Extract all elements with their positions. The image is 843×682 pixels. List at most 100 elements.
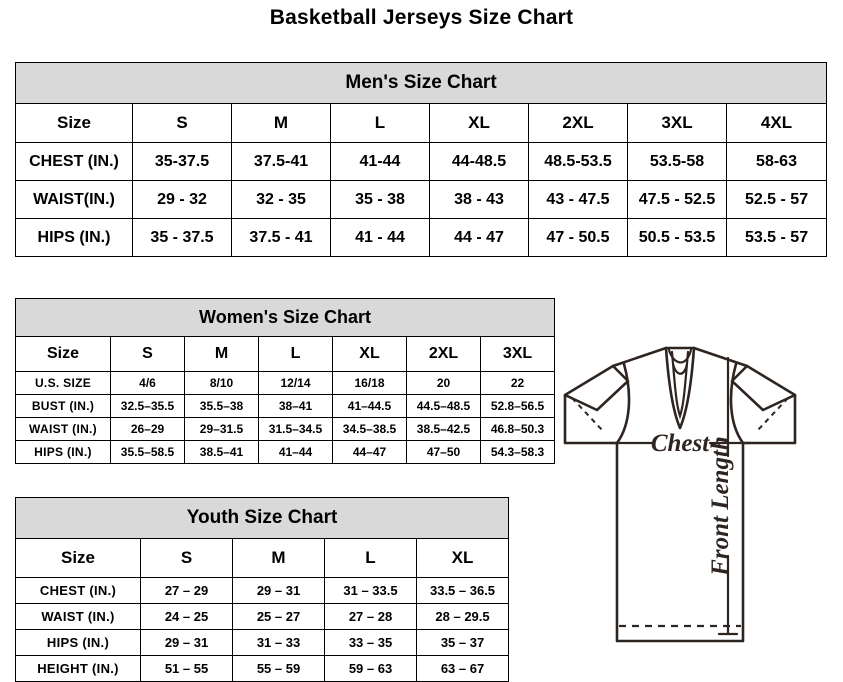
womens-header-l: L	[258, 336, 333, 372]
youth-header-size: Size	[15, 538, 141, 578]
youth-size-chart-table: Youth Size Chart Size S M L XL CHEST (IN…	[14, 497, 510, 682]
table-row: U.S. SIZE 4/6 8/10 12/14 16/18 20 22	[15, 371, 556, 395]
mens-chest-m: 37.5-41	[231, 142, 331, 181]
youth-chest-s: 27 – 29	[140, 577, 233, 604]
mens-waist-3xl: 47.5 - 52.5	[627, 180, 727, 219]
mens-header-4xl: 4XL	[725, 103, 828, 143]
mens-waist-m: 32 - 35	[231, 180, 331, 219]
youth-waist-l: 27 – 28	[324, 603, 417, 630]
mens-chest-3xl: 53.5-58	[627, 142, 727, 181]
youth-height-l: 59 – 63	[324, 655, 417, 682]
jersey-illustration: Chest Front Length	[520, 338, 840, 674]
womens-header-2xl: 2XL	[406, 336, 481, 372]
table-row: HEIGHT (IN.) 51 – 55 55 – 59 59 – 63 63 …	[15, 655, 510, 682]
table-row: HIPS (IN.) 35.5–58.5 38.5–41 41–44 44–47…	[15, 440, 556, 464]
womens-chart-caption: Women's Size Chart	[14, 298, 556, 337]
youth-hips-xl: 35 – 37	[415, 629, 510, 656]
mens-size-chart-table: Men's Size Chart Size S M L XL 2XL 3XL 4…	[14, 62, 828, 257]
womens-hips-2xl: 47–50	[406, 440, 481, 464]
womens-waist-s: 26–29	[110, 417, 185, 441]
table-row: HIPS (IN.) 35 - 37.5 37.5 - 41 41 - 44 4…	[15, 218, 828, 257]
mens-hips-2xl: 47 - 50.5	[528, 218, 628, 257]
youth-row-label-hips: HIPS (IN.)	[15, 629, 141, 656]
mens-hips-3xl: 50.5 - 53.5	[627, 218, 727, 257]
womens-ussize-2xl: 20	[406, 371, 481, 395]
youth-height-m: 55 – 59	[232, 655, 325, 682]
womens-bust-xl: 41–44.5	[332, 394, 407, 418]
youth-height-s: 51 – 55	[140, 655, 233, 682]
youth-chart-caption: Youth Size Chart	[14, 497, 510, 539]
table-row: HIPS (IN.) 29 – 31 31 – 33 33 – 35 35 – …	[15, 629, 510, 656]
womens-ussize-m: 8/10	[184, 371, 259, 395]
collar-inner-curve-1	[667, 348, 693, 364]
table-row: WAIST (IN.) 26–29 29–31.5 31.5–34.5 34.5…	[15, 417, 556, 441]
left-sleeve-underarm	[563, 393, 619, 445]
youth-header-m: M	[232, 538, 325, 578]
mens-row-label-hips: HIPS (IN.)	[15, 218, 133, 257]
youth-header-l: L	[324, 538, 417, 578]
womens-header-xl: XL	[332, 336, 407, 372]
right-shoulder-line	[692, 346, 749, 368]
collar-inner-curve-2	[671, 362, 689, 375]
womens-ussize-s: 4/6	[110, 371, 185, 395]
body-outline	[615, 441, 745, 643]
youth-waist-m: 25 – 27	[232, 603, 325, 630]
neckline-outer	[664, 346, 696, 430]
youth-header-row: Size S M L XL	[15, 538, 510, 578]
womens-waist-2xl: 38.5–42.5	[406, 417, 481, 441]
womens-header-s: S	[110, 336, 185, 372]
page-title: Basketball Jerseys Size Chart	[269, 6, 574, 29]
front-length-measurement-label: Front Length	[707, 436, 734, 577]
right-sleeve-outline	[730, 364, 797, 412]
womens-bust-l: 38–41	[258, 394, 333, 418]
right-sleeve-underarm	[741, 393, 797, 445]
youth-header-xl: XL	[415, 538, 510, 578]
mens-header-2xl: 2XL	[528, 103, 628, 143]
womens-hips-3xl: 54.3–58.3	[479, 440, 556, 464]
womens-ussize-3xl: 22	[479, 371, 556, 395]
table-row: BUST (IN.) 32.5–35.5 35.5–38 38–41 41–44…	[15, 394, 556, 418]
womens-hips-m: 38.5–41	[184, 440, 259, 464]
womens-waist-xl: 34.5–38.5	[332, 417, 407, 441]
womens-bust-m: 35.5–38	[184, 394, 259, 418]
womens-row-label-waist: WAIST (IN.)	[15, 417, 111, 441]
womens-header-size: Size	[15, 336, 111, 372]
mens-chest-l: 41-44	[330, 142, 430, 181]
youth-header-s: S	[140, 538, 233, 578]
youth-row-label-chest: CHEST (IN.)	[15, 577, 141, 604]
mens-chest-2xl: 48.5-53.5	[528, 142, 628, 181]
mens-header-xl: XL	[429, 103, 529, 143]
youth-hips-l: 33 – 35	[324, 629, 417, 656]
womens-header-m: M	[184, 336, 259, 372]
youth-row-label-waist: WAIST (IN.)	[15, 603, 141, 630]
table-row: WAIST(IN.) 29 - 32 32 - 35 35 - 38 38 - …	[15, 180, 828, 219]
youth-chest-l: 31 – 33.5	[324, 577, 417, 604]
mens-hips-xl: 44 - 47	[429, 218, 529, 257]
youth-hips-m: 31 – 33	[232, 629, 325, 656]
mens-header-row: Size S M L XL 2XL 3XL 4XL	[15, 103, 828, 143]
right-cuff-dashed-line	[756, 397, 789, 432]
mens-header-size: Size	[15, 103, 133, 143]
womens-row-label-hips: HIPS (IN.)	[15, 440, 111, 464]
left-sleeve-outline	[563, 364, 630, 412]
womens-row-label-us-size: U.S. SIZE	[15, 371, 111, 395]
mens-hips-s: 35 - 37.5	[132, 218, 232, 257]
womens-ussize-xl: 16/18	[332, 371, 407, 395]
youth-row-label-height: HEIGHT (IN.)	[15, 655, 141, 682]
womens-waist-m: 29–31.5	[184, 417, 259, 441]
mens-header-l: L	[330, 103, 430, 143]
mens-chart-caption-row: Men's Size Chart	[14, 62, 828, 104]
table-row: CHEST (IN.) 35-37.5 37.5-41 41-44 44-48.…	[15, 142, 828, 181]
youth-height-xl: 63 – 67	[415, 655, 510, 682]
womens-bust-2xl: 44.5–48.5	[406, 394, 481, 418]
mens-waist-s: 29 - 32	[132, 180, 232, 219]
left-shoulder-line	[611, 346, 668, 368]
youth-waist-s: 24 – 25	[140, 603, 233, 630]
mens-row-label-chest: CHEST (IN.)	[15, 142, 133, 181]
neckline-inner	[670, 350, 690, 420]
youth-chest-xl: 33.5 – 36.5	[415, 577, 510, 604]
mens-waist-xl: 38 - 43	[429, 180, 529, 219]
mens-waist-4xl: 52.5 - 57	[725, 180, 828, 219]
mens-chart-caption: Men's Size Chart	[14, 62, 828, 104]
womens-hips-l: 41–44	[258, 440, 333, 464]
